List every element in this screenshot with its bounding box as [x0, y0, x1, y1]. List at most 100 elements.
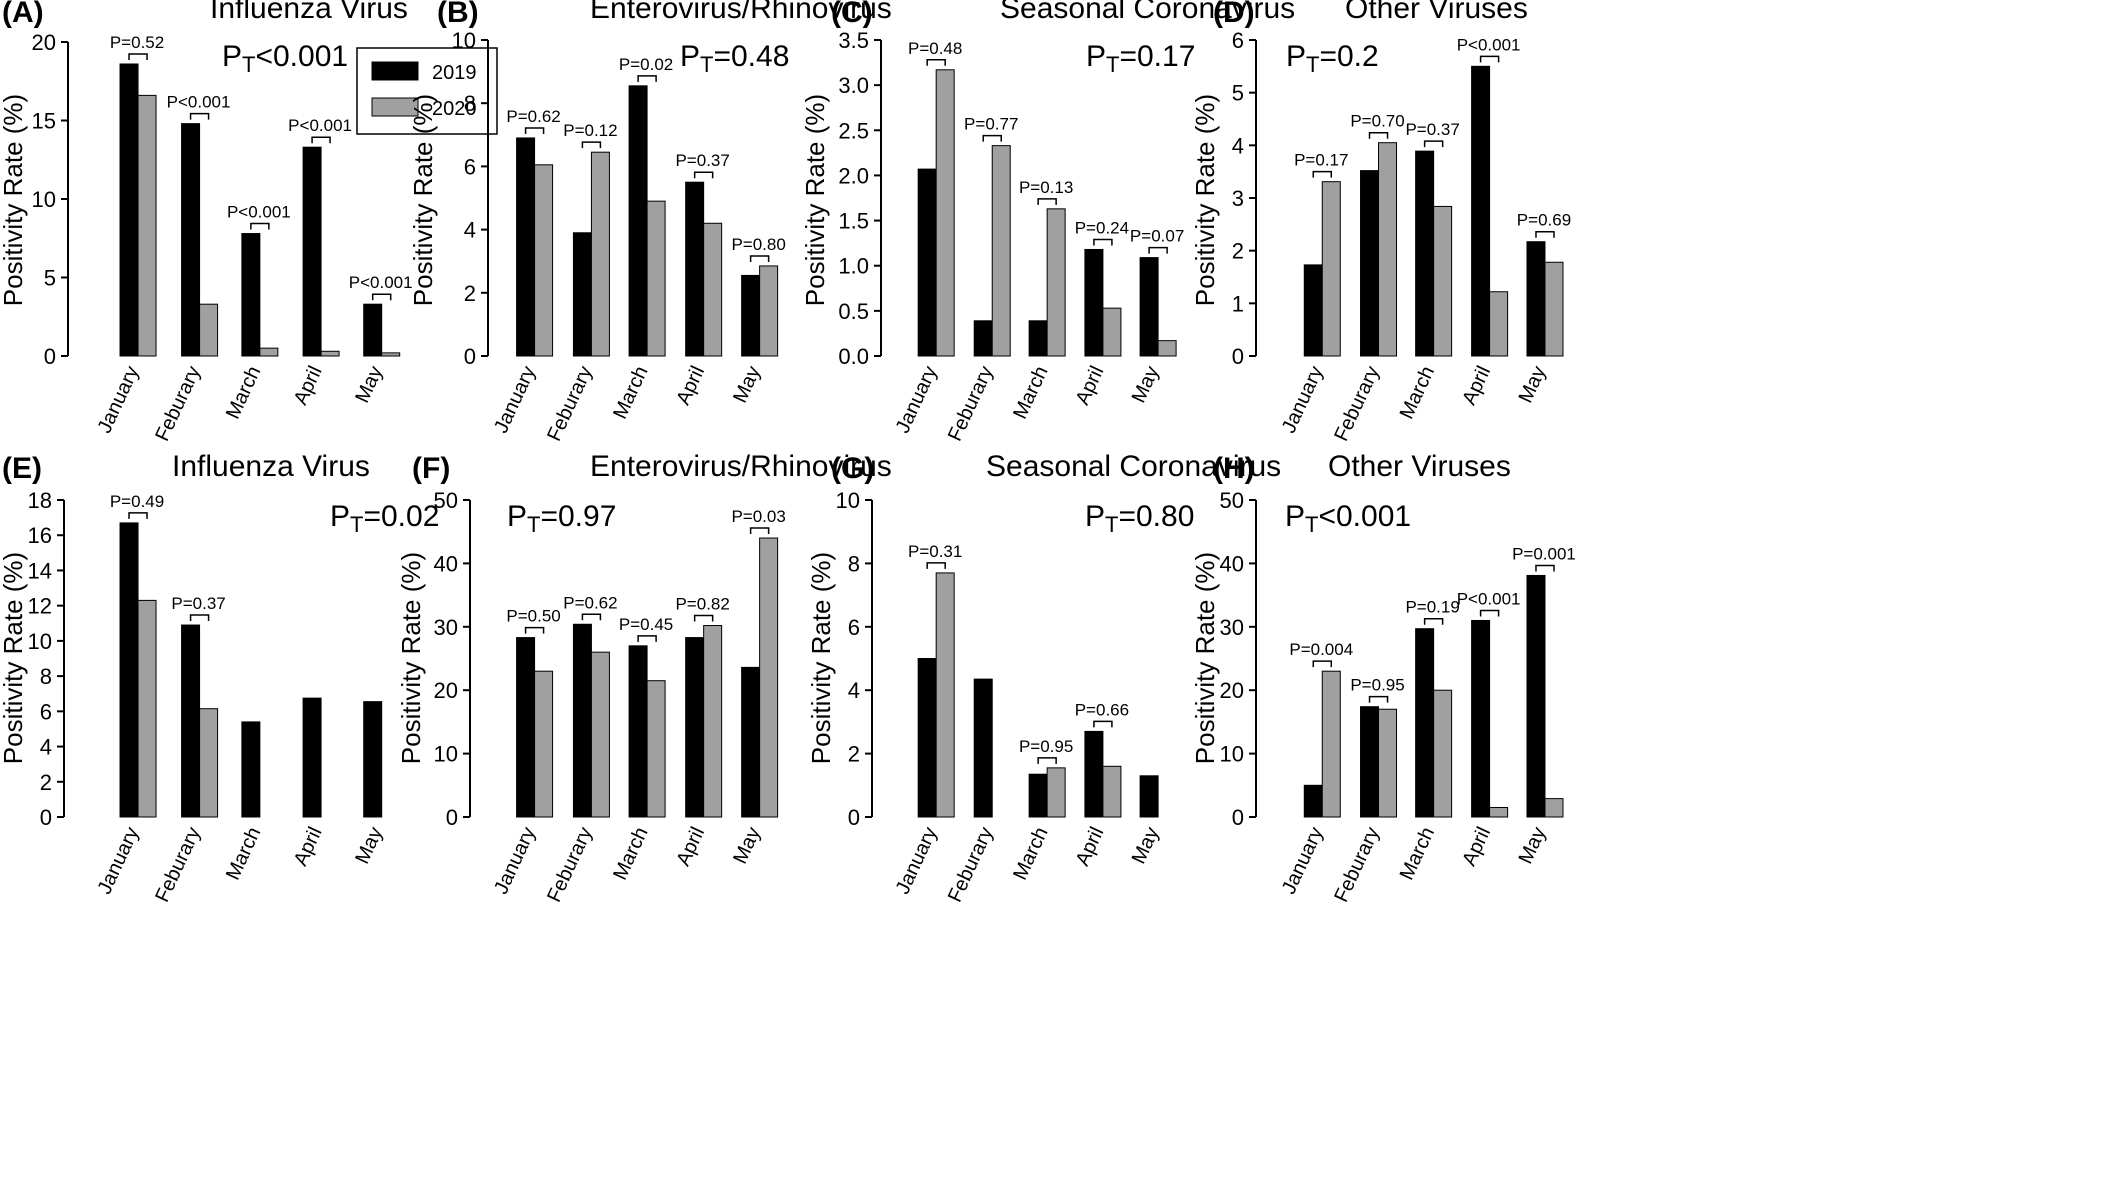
bar-2020 [534, 164, 554, 357]
pvalue-label: P=0.001 [1512, 544, 1576, 563]
bar-2019 [363, 701, 383, 818]
chart-panel-c: (C) Seasonal Coronavirus 0.0 0.5 1.0 1.5 2.0 2.… [800, 0, 1295, 445]
bar-2020 [1046, 767, 1066, 818]
y-tick-label: 3 [1232, 186, 1244, 211]
pvalue-label: P=0.80 [731, 235, 785, 254]
bar-2019 [119, 63, 139, 357]
pvalue-bracket [1093, 238, 1113, 246]
y-tick-label: 30 [1220, 615, 1244, 640]
pvalue-bracket [1148, 246, 1168, 254]
pvalue-bracket [1312, 660, 1333, 668]
bar-2019 [917, 168, 937, 357]
panel-title: Seasonal Coronavirus [986, 450, 1281, 483]
x-category-label: Feburary [1330, 363, 1384, 445]
bar-2019 [516, 637, 536, 818]
x-category-label: January [490, 363, 540, 437]
x-category-label: January [94, 824, 144, 898]
bar-2020 [534, 670, 554, 818]
bar-2019 [302, 146, 322, 357]
bar-2019 [973, 320, 993, 357]
total-pvalue: PT=0.80 [1085, 500, 1194, 537]
total-pvalue: PT<0.001 [222, 40, 348, 77]
y-tick-label: 40 [434, 551, 458, 576]
bar-2020 [137, 599, 157, 818]
x-category-label: Feburary [151, 363, 205, 445]
legend-label-2020: 2020 [432, 98, 477, 120]
bar-2020 [1046, 208, 1066, 357]
y-tick-label: 10 [28, 629, 52, 654]
bar-2019 [241, 721, 261, 818]
y-tick-label: 2 [848, 742, 860, 767]
bar-2019 [119, 522, 139, 818]
bar-2020 [1321, 181, 1341, 357]
total-pvalue: PT<0.001 [1285, 500, 1411, 537]
bar-2020 [703, 222, 723, 357]
pvalue-bracket [581, 141, 602, 149]
x-category-label: January [892, 824, 942, 898]
pvalue-bracket [250, 222, 270, 230]
y-tick-label: 6 [40, 699, 52, 724]
bar-2020 [137, 94, 157, 357]
pvalue-label: P<0.001 [227, 203, 291, 222]
pvalue-label: P=0.62 [563, 593, 617, 612]
y-tick-label: 6 [464, 154, 476, 179]
bar-2019 [1526, 241, 1546, 357]
bar-2019 [181, 624, 201, 818]
x-category-label: April [1072, 824, 1109, 870]
legend-label-2019: 2019 [432, 62, 477, 84]
pvalue-label: P<0.001 [1457, 35, 1521, 54]
x-category-label: Feburary [1330, 824, 1384, 906]
pvalue-bracket [1535, 230, 1555, 238]
pvalue-label: P=0.19 [1405, 598, 1459, 617]
pvalue-label: P=0.82 [675, 595, 729, 614]
chart-panel-g: (G) Seasonal Coronavirus0246810Positivity… [806, 450, 1281, 906]
bar-2020 [759, 265, 779, 357]
x-category-label: Feburary [151, 824, 205, 906]
bar-2020 [1433, 689, 1453, 818]
bar-2020 [646, 200, 666, 357]
chart-panel-d: (D) Other Viruses 0 1 2 3 4 5 6 Positivity Rate (… [1190, 0, 1571, 445]
bar-2019 [1526, 574, 1546, 818]
pvalue-label: P=0.70 [1350, 112, 1404, 131]
pvalue-label: P=0.48 [908, 39, 962, 58]
pvalue-label: P=0.13 [1019, 178, 1073, 197]
x-category-label: April [290, 824, 327, 870]
y-axis-label: Positivity Rate (%) [1190, 552, 1220, 764]
bar-2020 [590, 151, 610, 357]
pvalue-bracket [1037, 198, 1057, 205]
pvalue-bracket [524, 626, 545, 634]
x-category-label: April [672, 363, 709, 409]
bar-2019 [302, 697, 322, 818]
y-tick-label: 0 [848, 805, 860, 830]
x-category-label: May [729, 824, 765, 868]
x-category-label: April [290, 363, 327, 409]
y-tick-label: 50 [434, 488, 458, 513]
y-axis-label: Positivity Rate (%) [0, 552, 28, 764]
y-tick-label: 15 [32, 109, 56, 134]
bar-2019 [572, 232, 592, 357]
panel-title: Other Viruses [1328, 450, 1511, 483]
pvalue-label: P=0.03 [731, 507, 785, 526]
x-category-label: Feburary [944, 824, 998, 906]
panel-title: Influenza Virus [172, 450, 370, 483]
legend: 2019 2020 [356, 47, 498, 135]
y-tick-label: 0 [1232, 805, 1244, 830]
bar-2020 [1378, 142, 1398, 357]
bar-2020 [1489, 806, 1509, 818]
pvalue-label: P=0.37 [171, 594, 225, 613]
panel-title: Seasonal Coronavirus [1000, 0, 1295, 25]
y-tick-label: 0 [1232, 344, 1244, 369]
pvalue-label: P=0.45 [619, 615, 673, 634]
pvalue-bracket [1368, 131, 1389, 139]
pvalue-bracket [189, 112, 210, 120]
panel-letter: (C) [831, 0, 873, 29]
bar-2019 [628, 645, 648, 818]
x-category-label: March [222, 363, 265, 423]
bar-2019 [572, 623, 592, 818]
total-pvalue: PT=0.48 [680, 40, 789, 77]
y-tick-label: 10 [452, 28, 476, 53]
bar-2019 [1028, 320, 1048, 357]
y-tick-label: 4 [848, 678, 860, 703]
pvalue-label: P=0.49 [110, 492, 164, 511]
y-tick-label: 4 [464, 218, 476, 243]
